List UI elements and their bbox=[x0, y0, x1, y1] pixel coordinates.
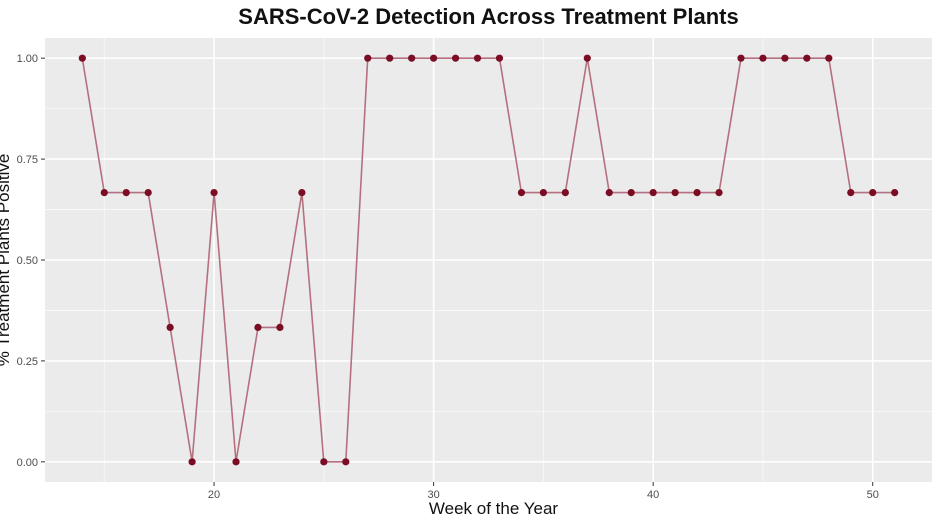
data-point bbox=[276, 323, 284, 332]
data-point bbox=[693, 188, 701, 197]
data-point bbox=[144, 188, 152, 197]
data-point bbox=[408, 54, 416, 62]
data-point bbox=[759, 54, 767, 62]
data-point bbox=[605, 188, 613, 197]
data-point bbox=[627, 188, 635, 197]
x-tick-label: 50 bbox=[867, 489, 879, 501]
data-point bbox=[539, 188, 547, 197]
data-point bbox=[847, 188, 855, 197]
y-tick-label: 0.00 bbox=[17, 457, 38, 469]
data-point bbox=[430, 54, 438, 62]
series-layer bbox=[78, 54, 899, 466]
data-point bbox=[671, 188, 679, 197]
y-axis-title: % Treatment Plants Positive bbox=[0, 154, 13, 367]
data-point bbox=[737, 54, 745, 62]
y-tick-label: 0.50 bbox=[17, 255, 38, 267]
data-point bbox=[649, 188, 657, 197]
data-point bbox=[825, 54, 833, 62]
data-point bbox=[100, 188, 108, 197]
data-point bbox=[122, 188, 130, 197]
data-point bbox=[869, 188, 877, 197]
data-point bbox=[166, 323, 174, 332]
data-point bbox=[188, 458, 196, 466]
data-point bbox=[495, 54, 504, 62]
chart-title: SARS-CoV-2 Detection Across Treatment Pl… bbox=[238, 4, 739, 29]
data-point bbox=[210, 188, 218, 197]
series-line bbox=[81, 57, 895, 463]
y-axis-ticks: 0.00 0.25 0.50 0.75 1.00 bbox=[17, 53, 45, 469]
x-tick-label: 20 bbox=[208, 489, 220, 501]
data-point bbox=[232, 458, 240, 466]
data-point bbox=[561, 188, 569, 197]
data-point bbox=[386, 54, 394, 62]
y-tick-label: 0.75 bbox=[17, 154, 38, 166]
data-point bbox=[583, 54, 591, 62]
data-point bbox=[803, 54, 811, 62]
y-tick-label: 0.25 bbox=[17, 356, 38, 368]
x-tick-label: 40 bbox=[647, 489, 659, 501]
data-point bbox=[298, 188, 306, 197]
data-point bbox=[715, 188, 723, 197]
data-point bbox=[254, 323, 262, 332]
data-point bbox=[451, 54, 460, 62]
data-point bbox=[78, 54, 86, 62]
x-tick-label: 30 bbox=[427, 489, 439, 501]
x-axis-ticks: 20 30 40 50 bbox=[208, 482, 879, 501]
x-axis-title: Week of the Year bbox=[429, 499, 559, 518]
data-point bbox=[364, 54, 372, 62]
data-point bbox=[781, 54, 789, 62]
data-point bbox=[473, 54, 482, 62]
data-point bbox=[320, 458, 328, 466]
data-point bbox=[342, 458, 350, 466]
data-point bbox=[517, 188, 526, 197]
major-gridlines bbox=[45, 38, 932, 482]
y-tick-label: 1.00 bbox=[17, 53, 38, 65]
data-point bbox=[891, 188, 899, 197]
